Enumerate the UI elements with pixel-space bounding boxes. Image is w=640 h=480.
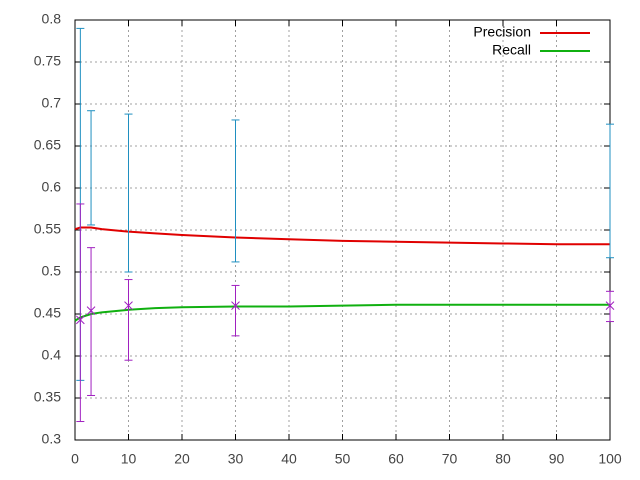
error-marker	[605, 301, 615, 310]
y-tick-label: 0.5	[42, 263, 62, 279]
x-tick-label: 70	[442, 451, 458, 467]
error-marker	[75, 315, 85, 325]
legend-label: Precision	[473, 24, 531, 40]
x-tick-label: 30	[228, 451, 244, 467]
y-tick-label: 0.7	[42, 95, 62, 111]
x-tick-label: 90	[549, 451, 565, 467]
y-tick-label: 0.55	[34, 221, 61, 237]
error-marker	[86, 306, 96, 315]
x-tick-label: 0	[71, 451, 79, 467]
y-tick-label: 0.35	[34, 389, 61, 405]
legend-label: Recall	[492, 42, 531, 58]
x-tick-label: 20	[174, 451, 190, 467]
error-marker	[124, 301, 133, 310]
y-tick-label: 0.8	[42, 11, 62, 27]
error-marker	[231, 301, 240, 310]
y-tick-label: 0.65	[34, 137, 61, 153]
x-tick-label: 100	[598, 451, 622, 467]
y-tick-label: 0.4	[42, 347, 62, 363]
x-tick-label: 50	[335, 451, 351, 467]
y-tick-label: 0.6	[42, 179, 62, 195]
y-tick-label: 0.75	[34, 53, 61, 69]
y-tick-label: 0.3	[42, 431, 62, 447]
y-tick-label: 0.45	[34, 305, 61, 321]
x-tick-label: 80	[495, 451, 511, 467]
series-line	[74, 303, 610, 322]
x-tick-label: 60	[388, 451, 404, 467]
x-tick-label: 10	[121, 451, 137, 467]
x-tick-label: 40	[281, 451, 297, 467]
